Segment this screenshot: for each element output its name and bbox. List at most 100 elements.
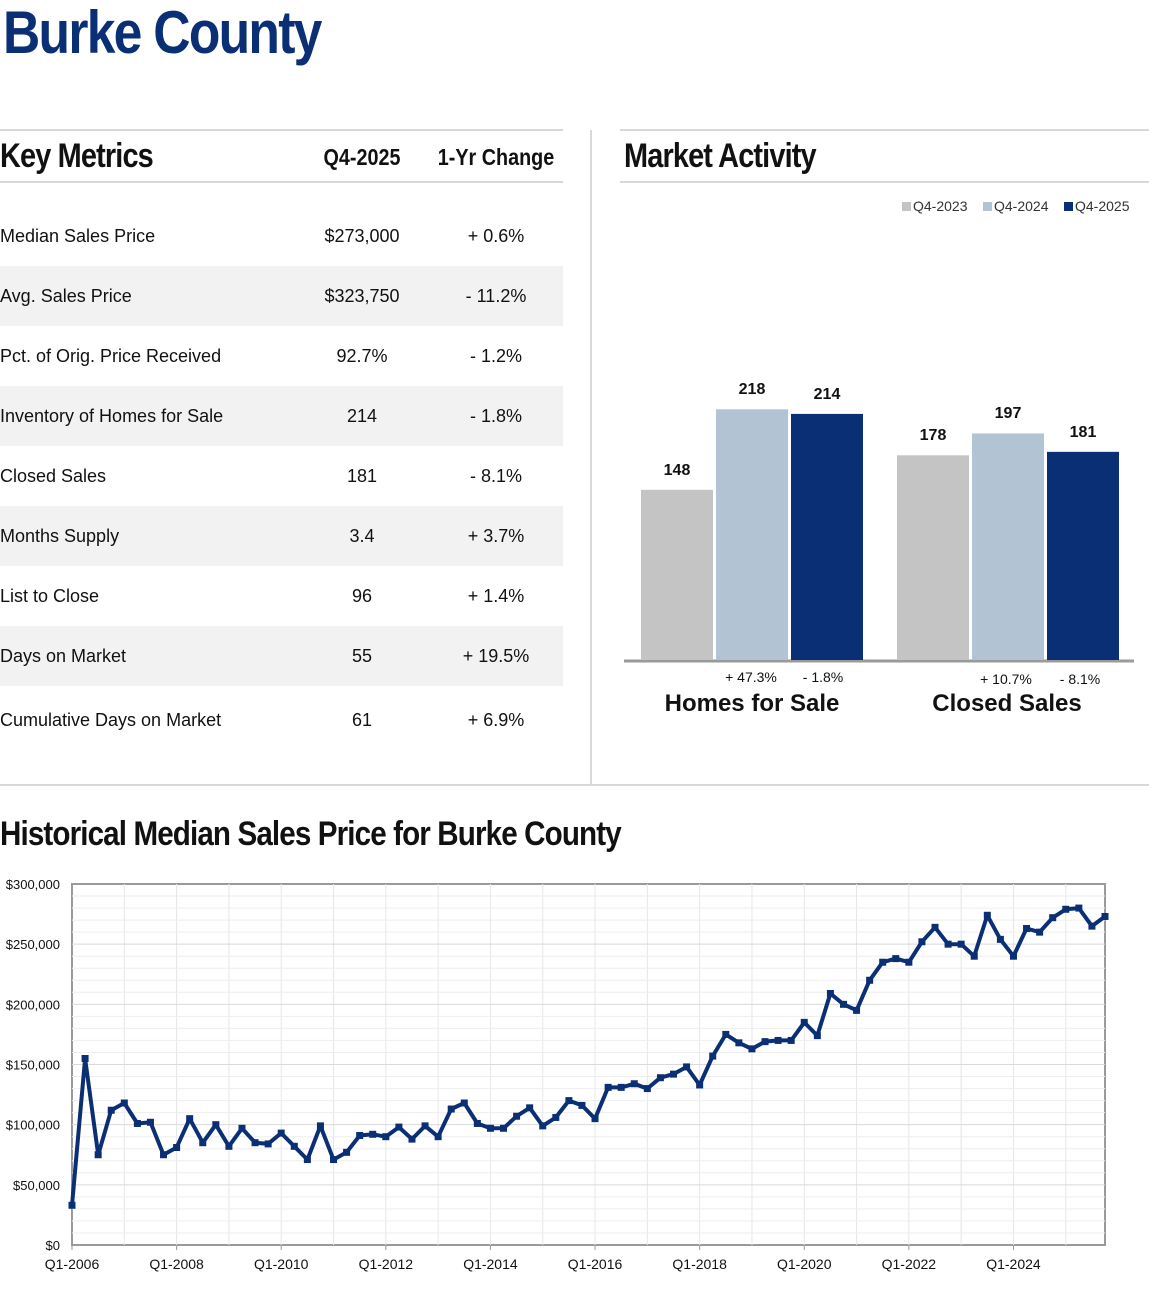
metric-row-inventory-of-homes-for-sale: Inventory of Homes for Sale 214 - 1.8% — [0, 386, 563, 446]
metric-change: - 1.2% — [469, 346, 523, 366]
data-point — [983, 911, 991, 919]
metric-value: 96 — [351, 586, 373, 606]
metric-row-avg-sales-price: Avg. Sales Price $323,750 - 11.2% — [0, 266, 563, 326]
metric-label: Inventory of Homes for Sale — [0, 406, 224, 426]
x-tick-label: Q1-2008 — [149, 1256, 204, 1272]
data-point — [748, 1045, 756, 1053]
x-tick-label: Q1-2024 — [986, 1256, 1041, 1272]
metric-row-pct-of-orig-price-received: Pct. of Orig. Price Received 92.7% - 1.2% — [0, 326, 563, 386]
metric-change: + 1.4% — [467, 586, 525, 606]
data-point — [356, 1131, 364, 1139]
data-point — [486, 1124, 494, 1132]
data-point — [199, 1139, 207, 1147]
data-point — [552, 1113, 560, 1121]
data-point — [1049, 914, 1057, 922]
metric-change: + 0.6% — [467, 226, 525, 246]
legend-label: Q4-2024 — [994, 198, 1049, 214]
data-point — [565, 1097, 573, 1105]
data-point — [656, 1074, 664, 1082]
x-tick-label: Q1-2020 — [777, 1256, 832, 1272]
key-metrics-top-rule — [0, 129, 563, 131]
data-point — [1088, 922, 1096, 930]
page-title: Burke County — [3, 0, 322, 66]
data-point — [944, 940, 952, 948]
y-tick-label: $50,000 — [13, 1178, 60, 1193]
data-point — [447, 1105, 455, 1113]
bar-closed-sales-q4-2023 — [897, 455, 969, 660]
market-activity-header-rule — [620, 181, 1149, 183]
data-point — [238, 1124, 246, 1132]
section-divider — [590, 130, 592, 785]
bar-closed-sales-q4-2025 — [1047, 451, 1119, 660]
data-point — [94, 1151, 102, 1159]
data-point — [578, 1101, 586, 1109]
data-point — [996, 935, 1004, 943]
data-point — [81, 1054, 89, 1062]
data-point — [761, 1038, 769, 1046]
metric-row-list-to-close: List to Close 96 + 1.4% — [0, 566, 563, 626]
metric-value: 55 — [351, 646, 373, 666]
data-point — [970, 952, 978, 960]
data-point — [343, 1148, 351, 1156]
legend-swatch — [1064, 202, 1073, 211]
homes-for-sale-change-2025: - 1.8% — [802, 669, 844, 685]
bar-value-label: 214 — [813, 385, 841, 403]
data-point — [630, 1080, 638, 1088]
metric-label: Pct. of Orig. Price Received — [0, 346, 222, 366]
legend-swatch — [983, 202, 992, 211]
closed-sales-label: Closed Sales — [932, 690, 1082, 717]
data-point — [277, 1129, 285, 1137]
data-point — [526, 1104, 534, 1112]
data-point — [460, 1099, 468, 1107]
key-metrics-header-rule — [0, 181, 563, 183]
data-point — [1036, 928, 1044, 936]
metric-change: - 8.1% — [469, 466, 523, 486]
data-point — [839, 1000, 847, 1008]
market-activity-heading: Market Activity — [624, 137, 817, 175]
metric-value: $273,000 — [324, 226, 400, 246]
x-tick-label: Q1-2010 — [254, 1256, 309, 1272]
data-point — [500, 1124, 508, 1132]
x-tick-label: Q1-2018 — [672, 1256, 727, 1272]
data-point — [251, 1139, 259, 1147]
data-point — [905, 958, 913, 966]
data-point — [722, 1030, 730, 1038]
metric-change: - 11.2% — [465, 286, 527, 306]
metric-value: 61 — [351, 710, 373, 730]
data-point — [1023, 925, 1031, 933]
market-activity-bar-chart — [624, 409, 1134, 663]
data-point — [330, 1156, 338, 1164]
data-point — [591, 1115, 599, 1123]
y-tick-label: $300,000 — [6, 877, 60, 892]
bar-homes-for-sale-q4-2023 — [641, 489, 713, 660]
metric-label: Closed Sales — [0, 466, 107, 486]
data-point — [800, 1018, 808, 1026]
y-tick-label: $150,000 — [6, 1058, 60, 1073]
x-tick-label: Q1-2006 — [45, 1256, 100, 1272]
data-point — [617, 1083, 625, 1091]
data-point — [918, 938, 926, 946]
data-point — [160, 1151, 168, 1159]
metric-value: 181 — [346, 466, 378, 486]
data-point — [787, 1036, 795, 1044]
data-point — [683, 1063, 691, 1071]
metric-label: Avg. Sales Price — [0, 286, 132, 306]
metric-change: - 1.8% — [469, 406, 523, 426]
metric-value: $323,750 — [324, 286, 400, 306]
data-point — [931, 923, 939, 931]
metric-row-closed-sales: Closed Sales 181 - 8.1% — [0, 446, 563, 506]
data-point — [604, 1083, 612, 1091]
data-point — [133, 1119, 141, 1127]
metric-label: Months Supply — [0, 526, 120, 546]
bar-closed-sales-q4-2024 — [972, 433, 1044, 660]
metric-label: List to Close — [0, 586, 100, 606]
data-point — [173, 1144, 181, 1152]
data-point — [774, 1036, 782, 1044]
data-point — [957, 940, 965, 948]
data-point — [669, 1070, 677, 1078]
metric-row-cumulative-days-on-market: Cumulative Days on Market 61 + 6.9% — [0, 690, 563, 750]
metric-value: 3.4 — [349, 526, 375, 546]
data-point — [146, 1118, 154, 1126]
y-tick-label: $250,000 — [6, 937, 60, 952]
data-point — [1075, 904, 1083, 912]
